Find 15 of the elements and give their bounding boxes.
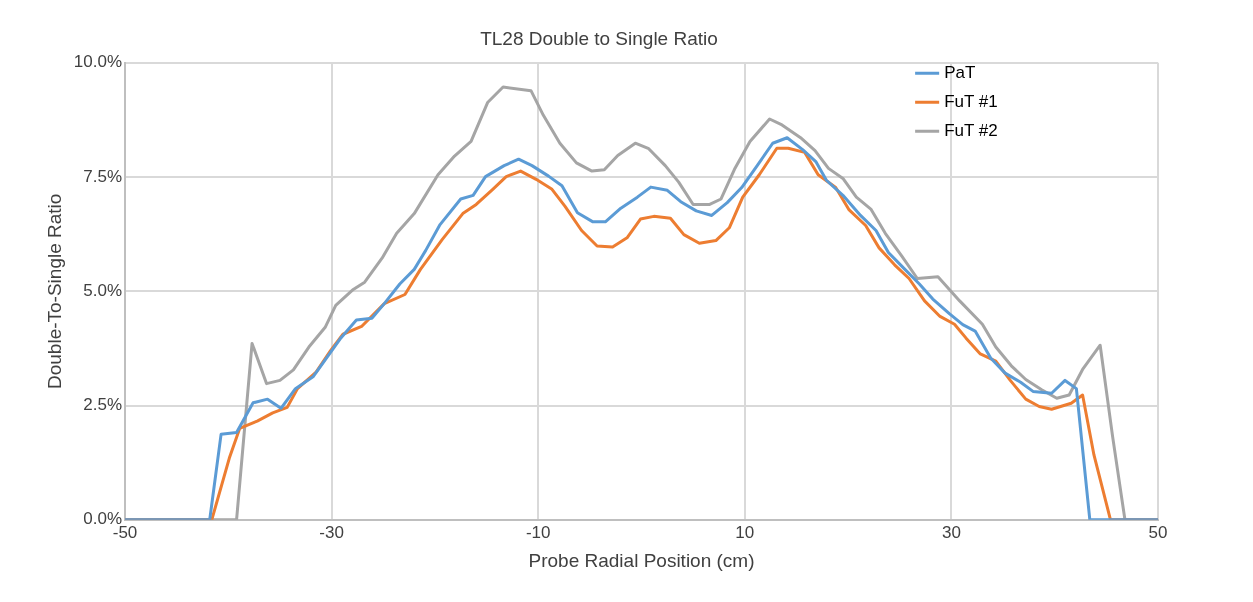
- y-axis-title: Double-To-Single Ratio: [43, 193, 65, 389]
- y-tick-label: 5.0%: [83, 280, 122, 300]
- y-tick-label: 7.5%: [83, 166, 122, 186]
- x-tick-label: -10: [525, 522, 551, 542]
- y-tick-label: 2.5%: [83, 395, 122, 415]
- x-axis-title: Probe Radial Position (cm): [528, 549, 755, 571]
- x-tick-label: 10: [735, 522, 755, 542]
- x-tick-label: -30: [319, 522, 344, 542]
- chart-title: TL28 Double to Single Ratio: [480, 27, 718, 49]
- x-tick-label: 50: [1148, 522, 1168, 542]
- x-tick-label: 30: [941, 522, 961, 542]
- legend-label: FuT #1: [944, 91, 998, 111]
- legend-label: FuT #2: [944, 120, 998, 140]
- y-tick-label: 10.0%: [73, 52, 122, 72]
- legend-label: PaT: [944, 62, 976, 82]
